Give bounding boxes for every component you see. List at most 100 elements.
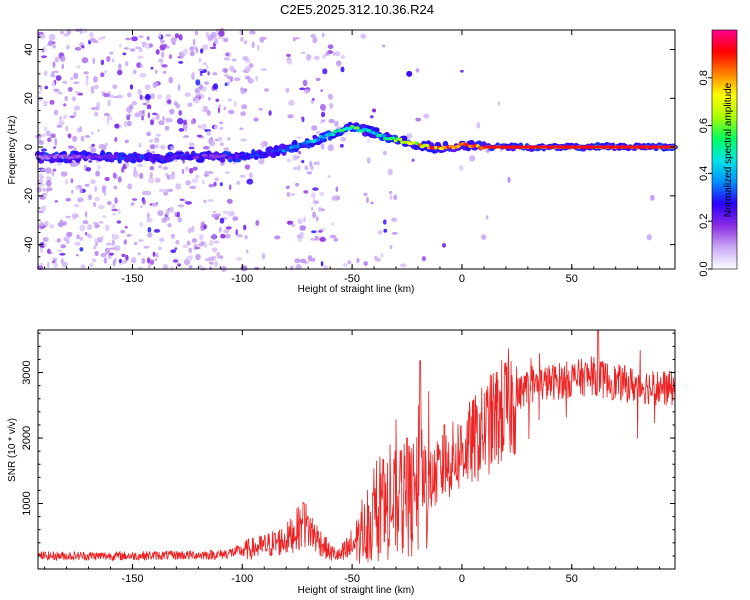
spectrogram-cell [83,71,89,75]
spectrogram-cell [142,199,147,205]
spectrogram-cell [100,72,105,78]
spectrogram-cell [244,66,251,72]
spectrogram-cell [188,182,191,185]
spectrogram-cell [146,36,150,41]
spectrogram-cell [288,99,295,106]
spectrogram-cell [157,246,163,251]
spectrogram-cell [71,213,79,219]
spectrogram-cell [103,257,108,264]
spectrogram-cell [469,155,476,162]
spectrogram-cell [128,104,134,110]
spectrogram-cell [224,82,228,87]
spectrogram-cell [240,138,247,142]
spectrogram-cell [129,48,136,52]
spectrogram-cell [200,48,204,54]
spectrogram-x-tick-label: 50 [566,273,578,285]
spectrogram-cell [205,31,210,38]
spectrogram-cell [38,96,43,102]
spectrogram-cell [37,210,44,214]
spectrogram-cell [155,252,159,258]
spectrogram-cell [200,123,207,131]
spectrogram-cell [202,62,207,66]
spectrogram-cell [146,217,153,223]
spectrogram-cell [285,87,290,93]
spectrogram-cell [98,220,104,224]
spectrogram-cell [167,99,172,104]
spectrogram-cell [139,72,147,78]
spectrogram-cell [294,258,301,264]
spectrogram-cell [377,230,383,235]
spectrogram-cell [286,192,291,197]
spectrogram-cell [63,237,67,242]
spectrogram-cell [92,221,99,225]
spectrogram-cell [144,84,151,90]
spectrogram-cell [208,256,215,261]
spectrogram-cell [189,185,197,190]
colorbar-ticks: 0.0 0.2 0.4 0.6 0.8 [698,70,712,277]
spectrogram-cell [161,64,168,68]
spectrogram-cell [485,215,489,220]
spectrogram-cell [246,249,249,254]
spectrogram-cell [311,125,318,131]
spectrogram-cell [286,220,294,225]
spectrogram-cell [169,146,174,150]
spectrogram-cell [44,85,49,90]
spectrogram-cell [73,72,79,80]
spectrogram-cell [42,188,46,192]
spectrogram-cell [264,88,269,92]
spectrogram-cell [218,30,225,37]
spectrogram-cell [295,182,300,187]
spectrogram-cell [340,136,347,142]
spectrogram-cell [104,142,108,146]
spectrogram-cell [195,79,201,86]
spectrogram-cell [139,172,144,179]
spectrogram-cell [83,28,88,34]
spectrogram-cell [120,229,126,234]
spectrogram-cell [175,239,180,245]
spectrogram-cell [118,43,122,48]
spectrogram-cell [149,166,155,171]
spectrogram-cell [259,36,265,43]
spectrogram-cell [111,58,115,63]
spectrogram-ridge-cell [123,153,127,157]
spectrogram-cell [258,158,265,165]
spectrogram-cell [194,30,199,36]
spectrogram-cell [211,247,218,253]
spectrogram-ridge-halo [58,158,64,163]
spectrogram-cell [497,101,501,106]
spectrogram-cell [312,36,318,44]
spectrogram-cell [124,225,128,229]
spectrogram-cell [155,144,159,149]
spectrogram-cell [81,45,85,49]
spectrogram-cell [72,135,78,142]
spectrogram-cell [132,170,139,178]
spectrogram-cell [56,249,63,252]
spectrogram-cell [231,58,237,62]
spectrogram-cell [139,94,143,100]
spectrogram-cell [177,117,184,125]
spectrogram-cell [227,98,232,102]
spectrogram-cell [137,163,143,167]
spectrogram-cell [460,69,464,73]
spectrogram-cell [53,146,56,149]
spectrogram-cell [79,236,84,241]
spectrogram-x-tick-label: -150 [121,273,143,285]
spectrogram-cell [63,221,67,226]
spectrogram-cell [89,31,94,38]
spectrogram-cell [306,171,313,175]
spectrogram-cell [149,171,153,179]
spectrogram-cell [94,238,98,244]
spectrogram-cell [158,120,165,126]
spectrogram-cell [219,126,224,130]
spectrogram-cell [104,247,111,254]
colorbar: 0.0 0.2 0.4 0.6 0.8 Normalized spectral ampl… [698,29,738,277]
spectrogram-cell [137,55,144,59]
spectrogram-cell [151,117,157,120]
spectrogram-cell [123,120,128,128]
spectrogram-cell [137,252,141,256]
spectrogram-cell [149,93,156,100]
spectrogram-cell [334,51,341,57]
spectrogram-cell [321,119,326,123]
spectrogram-cell [111,208,119,212]
spectrogram-cell [400,263,407,268]
